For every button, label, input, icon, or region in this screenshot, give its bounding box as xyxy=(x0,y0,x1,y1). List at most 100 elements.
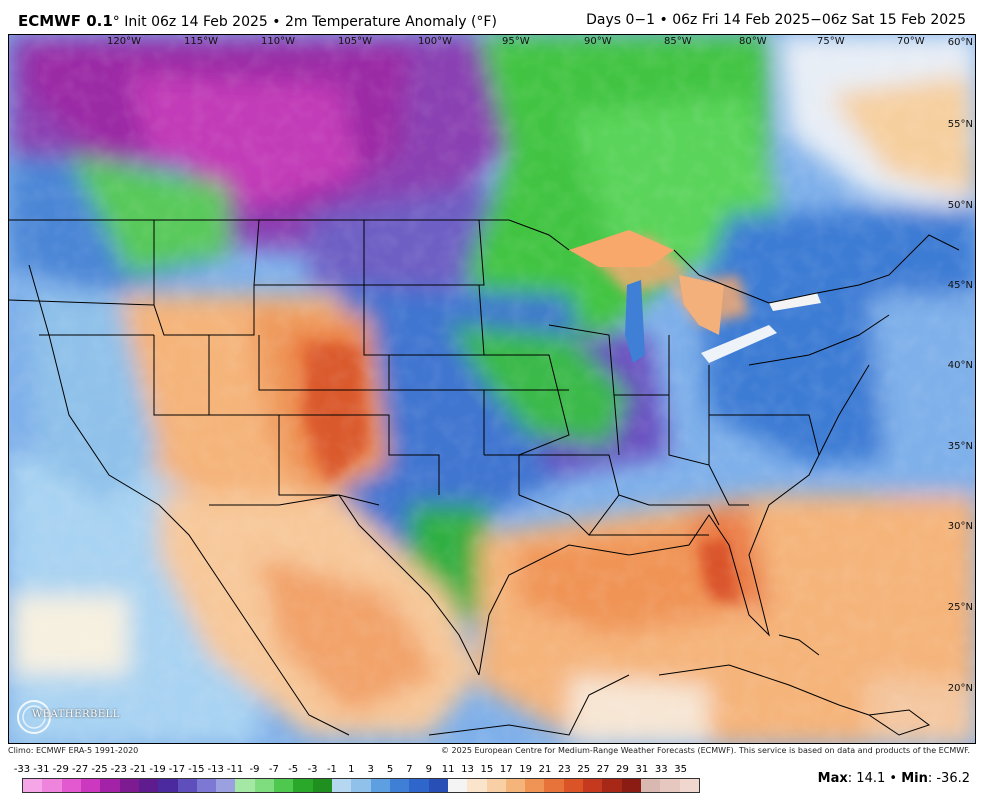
map-subtitle: ° Init 06z 14 Feb 2025 • 2m Temperature … xyxy=(112,14,497,30)
colorbar-tick-label: 13 xyxy=(461,764,474,775)
colorbar-swatch xyxy=(660,779,680,792)
colorbar-tick-label: 7 xyxy=(406,764,413,775)
colorbar-tick-label: -5 xyxy=(288,764,299,775)
map-canvas[interactable]: 120°W 115°W 110°W 105°W 100°W 95°W 90°W … xyxy=(8,34,976,744)
lon-label: 110°W xyxy=(261,36,295,47)
colorbar-tick-label: -9 xyxy=(249,764,260,775)
colorbar-tick-label: 17 xyxy=(499,764,513,775)
separator: • xyxy=(885,771,902,786)
colorbar-tick-label: -21 xyxy=(130,764,147,775)
colorbar-tick-label: 27 xyxy=(596,764,610,775)
lon-label: 75°W xyxy=(817,36,845,47)
colorbar-tick-label: 1 xyxy=(348,764,355,775)
colorbar-tick-label: -23 xyxy=(110,764,128,775)
colorbar-swatch xyxy=(23,779,43,792)
colorbar-swatch xyxy=(621,779,641,792)
colorbar-tick-label: -31 xyxy=(33,764,50,775)
colorbar xyxy=(22,778,700,793)
colorbar-swatch xyxy=(196,779,217,792)
colorbar-swatch xyxy=(428,779,448,792)
colorbar-swatch xyxy=(641,779,661,792)
lon-label: 95°W xyxy=(502,36,530,47)
latitude-labels: 60°N 55°N 50°N 45°N 40°N 35°N 30°N 25°N … xyxy=(948,37,973,694)
lon-label: 100°W xyxy=(418,36,452,47)
lake-erie xyxy=(701,325,777,363)
political-borders xyxy=(9,219,960,736)
max-label: Max xyxy=(817,771,848,786)
colorbar-swatch xyxy=(467,779,487,792)
weatherbell-logo: WEATHERBELL xyxy=(14,697,119,737)
lat-label: 40°N xyxy=(948,360,973,371)
colorbar-tick-label: 33 xyxy=(654,764,668,775)
colorbar-tick-label: -19 xyxy=(149,764,166,775)
colorbar-tick-label: -15 xyxy=(188,764,205,775)
colorbar-swatch xyxy=(80,779,101,792)
colorbar-tick-label: -29 xyxy=(52,764,69,775)
lat-label: 55°N xyxy=(948,119,973,130)
colorbar-swatch xyxy=(351,779,371,792)
colorbar-swatch xyxy=(486,779,506,792)
colorbar-tick-label: -1 xyxy=(326,764,337,775)
colorbar-swatch xyxy=(293,779,313,792)
map-title: ECMWF 0.1° Init 06z 14 Feb 2025 • 2m Tem… xyxy=(18,12,497,30)
map-header: ECMWF 0.1° Init 06z 14 Feb 2025 • 2m Tem… xyxy=(0,0,984,34)
colorbar-tick-label: -11 xyxy=(226,764,244,775)
colorbar-tick-label: -7 xyxy=(268,764,279,775)
colorbar-tick-label: 15 xyxy=(480,764,494,775)
colorbar-swatch xyxy=(370,779,390,792)
model-name: ECMWF 0.1 xyxy=(18,12,113,30)
colorbar-swatch xyxy=(177,779,197,792)
lake-ontario xyxy=(769,293,821,311)
lake-superior xyxy=(569,230,674,267)
longitude-labels: 120°W 115°W 110°W 105°W 100°W 95°W 90°W … xyxy=(107,36,925,47)
colorbar-tick-label: 35 xyxy=(674,764,687,775)
max-min-readout: Max: 14.1 • Min: -36.2 xyxy=(818,771,970,786)
colorbar-ticks: -33 -31 -29 -27 -25 -23 -21 -19 -17 -15 -13 -11 -9 -7… xyxy=(10,764,710,778)
colorbar-swatch xyxy=(61,779,81,792)
colorbar-tick-label: -3 xyxy=(307,764,318,775)
colorbar-swatch xyxy=(312,779,332,792)
lat-label: 25°N xyxy=(948,602,973,613)
colorbar-tick-label: 25 xyxy=(577,764,591,775)
colorbar-swatch xyxy=(158,779,178,792)
colorbar-swatch xyxy=(563,779,584,792)
colorbar-tick-label: -33 xyxy=(13,764,31,775)
copyright-note: © 2025 European Centre for Medium-Range … xyxy=(441,746,970,755)
colorbar-tick-label: 23 xyxy=(558,764,571,775)
texture-overlay xyxy=(9,35,975,743)
colorbar-tick-label: 31 xyxy=(635,764,649,775)
colorbar-tick-label: 19 xyxy=(519,764,533,775)
colorbar-tick-label: 5 xyxy=(386,764,394,775)
colorbar-swatch xyxy=(119,779,139,792)
colorbar-swatch xyxy=(332,779,352,792)
colorbar-swatch xyxy=(389,779,410,792)
colorbar-swatch xyxy=(583,779,603,792)
lon-label: 90°W xyxy=(584,36,612,47)
valid-period: Days 0−1 • 06z Fri 14 Feb 2025−06z Sat 1… xyxy=(586,12,966,28)
colorbar-tick-label: 11 xyxy=(441,764,455,775)
colorbar-swatch xyxy=(447,779,468,792)
lon-label: 85°W xyxy=(664,36,692,47)
lon-label: 105°W xyxy=(338,36,372,47)
colorbar-tick-label: -17 xyxy=(168,764,186,775)
lat-label: 20°N xyxy=(948,683,973,694)
lat-label: 60°N xyxy=(948,37,973,48)
colorbar-swatch xyxy=(235,779,255,792)
colorbar-swatch xyxy=(602,779,622,792)
lat-label: 45°N xyxy=(948,280,973,291)
colorbar-tick-label: 3 xyxy=(367,764,374,775)
lon-label: 115°W xyxy=(184,36,218,47)
colorbar-swatch xyxy=(138,779,159,792)
colorbar-tick-label: -13 xyxy=(207,764,224,775)
lon-label: 120°W xyxy=(107,36,141,47)
colorbar-swatch xyxy=(525,779,545,792)
colorbar-tick-label: 21 xyxy=(538,764,552,775)
colorbar-tick-label: 29 xyxy=(616,764,629,775)
colorbar-swatch xyxy=(100,779,120,792)
lon-label: 70°W xyxy=(897,36,925,47)
climo-note: Climo: ECMWF ERA-5 1991-2020 xyxy=(8,746,139,755)
colorbar-swatch xyxy=(544,779,564,792)
lon-label: 80°W xyxy=(739,36,767,47)
min-label: Min xyxy=(901,771,928,786)
max-value: : 14.1 xyxy=(847,771,886,786)
